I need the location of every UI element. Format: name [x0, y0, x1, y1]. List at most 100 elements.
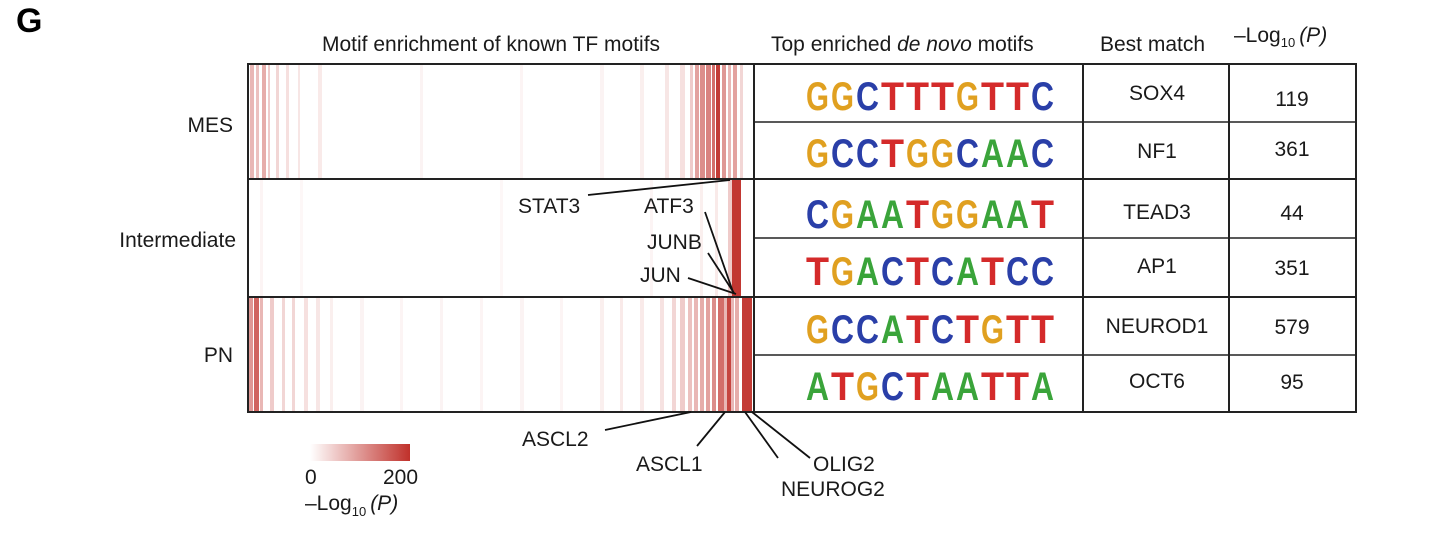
motif-logo-letter: C	[1031, 75, 1054, 119]
motif-logo-letter: T	[906, 193, 929, 237]
heatmap-cell	[440, 297, 443, 412]
motif-logo-letter: G	[806, 132, 829, 176]
heatmap-cell	[360, 297, 364, 412]
heatmap-cell	[260, 179, 263, 297]
heatmap-cell	[256, 64, 259, 179]
header-known-motifs: Motif enrichment of known TF motifs	[322, 33, 660, 56]
motif-logo-letter: A	[981, 132, 1004, 176]
heatmap-cell	[282, 297, 285, 412]
heatmap-cell	[688, 297, 692, 412]
heatmap-cell	[640, 64, 644, 179]
tf-label-neurog2: NEUROG2	[781, 478, 885, 501]
heatmap-cell	[318, 64, 322, 179]
motif-logo-letter: G	[856, 365, 879, 409]
heatmap-cell	[500, 179, 503, 297]
motif-logo-letter: T	[981, 365, 1004, 409]
motif-logo-letter: G	[831, 250, 854, 294]
motif-logo-letter: C	[931, 250, 954, 294]
best-match-cell: NEUROD1	[1106, 315, 1209, 338]
heatmap-cell	[724, 297, 727, 412]
heatmap-cell	[260, 297, 263, 412]
motif-logo-letter: G	[831, 75, 854, 119]
motif-logo-letter: A	[931, 365, 954, 409]
heatmap-cell	[249, 297, 253, 412]
heatmap-cell	[420, 64, 423, 179]
motif-logo-letter: A	[956, 250, 979, 294]
heatmap-cell	[718, 297, 724, 412]
header-denovo-motifs: Top enriched de novo motifs	[771, 33, 1034, 56]
motif-logo-letter: A	[856, 193, 879, 237]
heatmap-cell	[716, 64, 720, 179]
motif-logo-letter: G	[931, 132, 954, 176]
heatmap-cell	[735, 297, 739, 412]
heatmap-cell	[731, 297, 734, 412]
motif-logo-letter: T	[806, 250, 829, 294]
motif-logo-letter: C	[1006, 250, 1029, 294]
motif-logo-letter: T	[1006, 365, 1029, 409]
motif-logo-letter: A	[856, 250, 879, 294]
motif-logo-letter: T	[956, 308, 979, 352]
motif-logo-letter: A	[806, 365, 829, 409]
motif-logo-letter: C	[1031, 250, 1054, 294]
known-motif-heatmap	[247, 63, 755, 413]
motif-logo-letter: T	[1006, 308, 1029, 352]
heatmap-cell	[520, 64, 523, 179]
motif-logo-letter: C	[881, 250, 904, 294]
heatmap-cell	[700, 64, 705, 179]
heatmap-cell	[740, 64, 743, 179]
best-match-cell: OCT6	[1129, 370, 1185, 393]
motif-logo-letter: C	[831, 308, 854, 352]
header-best-match: Best match	[1100, 33, 1205, 56]
group-label-intermediate: Intermediate	[119, 229, 236, 252]
heatmap-cell	[712, 64, 715, 179]
heatmap-cell	[270, 297, 274, 412]
heatmap-cell	[600, 297, 604, 412]
motif-logo-letter: C	[831, 132, 854, 176]
motif-logo-letter: G	[906, 132, 929, 176]
heatmap-cell	[695, 64, 699, 179]
motif-logo-letter: G	[981, 308, 1004, 352]
best-match-cell: TEAD3	[1123, 201, 1191, 224]
legend-max: 200	[383, 466, 418, 489]
heatmap-cell	[660, 297, 664, 412]
heatmap-cell	[250, 64, 254, 179]
pvalue-cell: 579	[1274, 316, 1309, 339]
pvalue-cell: 44	[1280, 202, 1304, 225]
heatmap-cell	[298, 64, 300, 179]
heatmap-row-intermediate	[260, 179, 741, 297]
pvalue-cell: 361	[1274, 138, 1309, 161]
heatmap-cell	[600, 64, 604, 179]
motif-logo-letter: C	[856, 75, 879, 119]
heatmap-cell	[706, 64, 711, 179]
legend-label: –Log10 (P)	[305, 492, 398, 519]
heatmap-cell	[262, 64, 266, 179]
heatmap-cell	[316, 297, 320, 412]
motif-logo-letter: A	[881, 308, 904, 352]
heatmap-cell	[700, 179, 703, 297]
heatmap-cell	[560, 297, 563, 412]
best-match-cell: NF1	[1137, 140, 1177, 163]
motif-logo-letter: T	[1006, 75, 1029, 119]
heatmap-cell	[672, 297, 676, 412]
motif-logo-letter: A	[881, 193, 904, 237]
motif-logo-letter: G	[956, 193, 979, 237]
heatmap-cell	[694, 297, 698, 412]
tf-label-stat3: STAT3	[518, 195, 580, 218]
heatmap-cell	[712, 297, 716, 412]
heatmap-cell	[700, 297, 704, 412]
motif-logo-letter: T	[881, 132, 904, 176]
heatmap-cell	[722, 64, 726, 179]
motif-logo-letter: C	[806, 193, 829, 237]
pvalue-cell: 351	[1274, 257, 1309, 280]
motif-logo-letter: T	[906, 308, 929, 352]
heatmap-cell	[727, 297, 731, 412]
color-legend: 0 200 –Log10 (P)	[305, 444, 418, 519]
motif-logo-letter: C	[1031, 132, 1054, 176]
tf-label-olig2: OLIG2	[813, 453, 875, 476]
motif-logo-letter: T	[906, 250, 929, 294]
motif-logo-letter: A	[956, 365, 979, 409]
heatmap-row-pn	[249, 297, 752, 412]
panel-letter: G	[16, 2, 42, 40]
header-pvalue: –Log10 (P)	[1234, 24, 1327, 50]
